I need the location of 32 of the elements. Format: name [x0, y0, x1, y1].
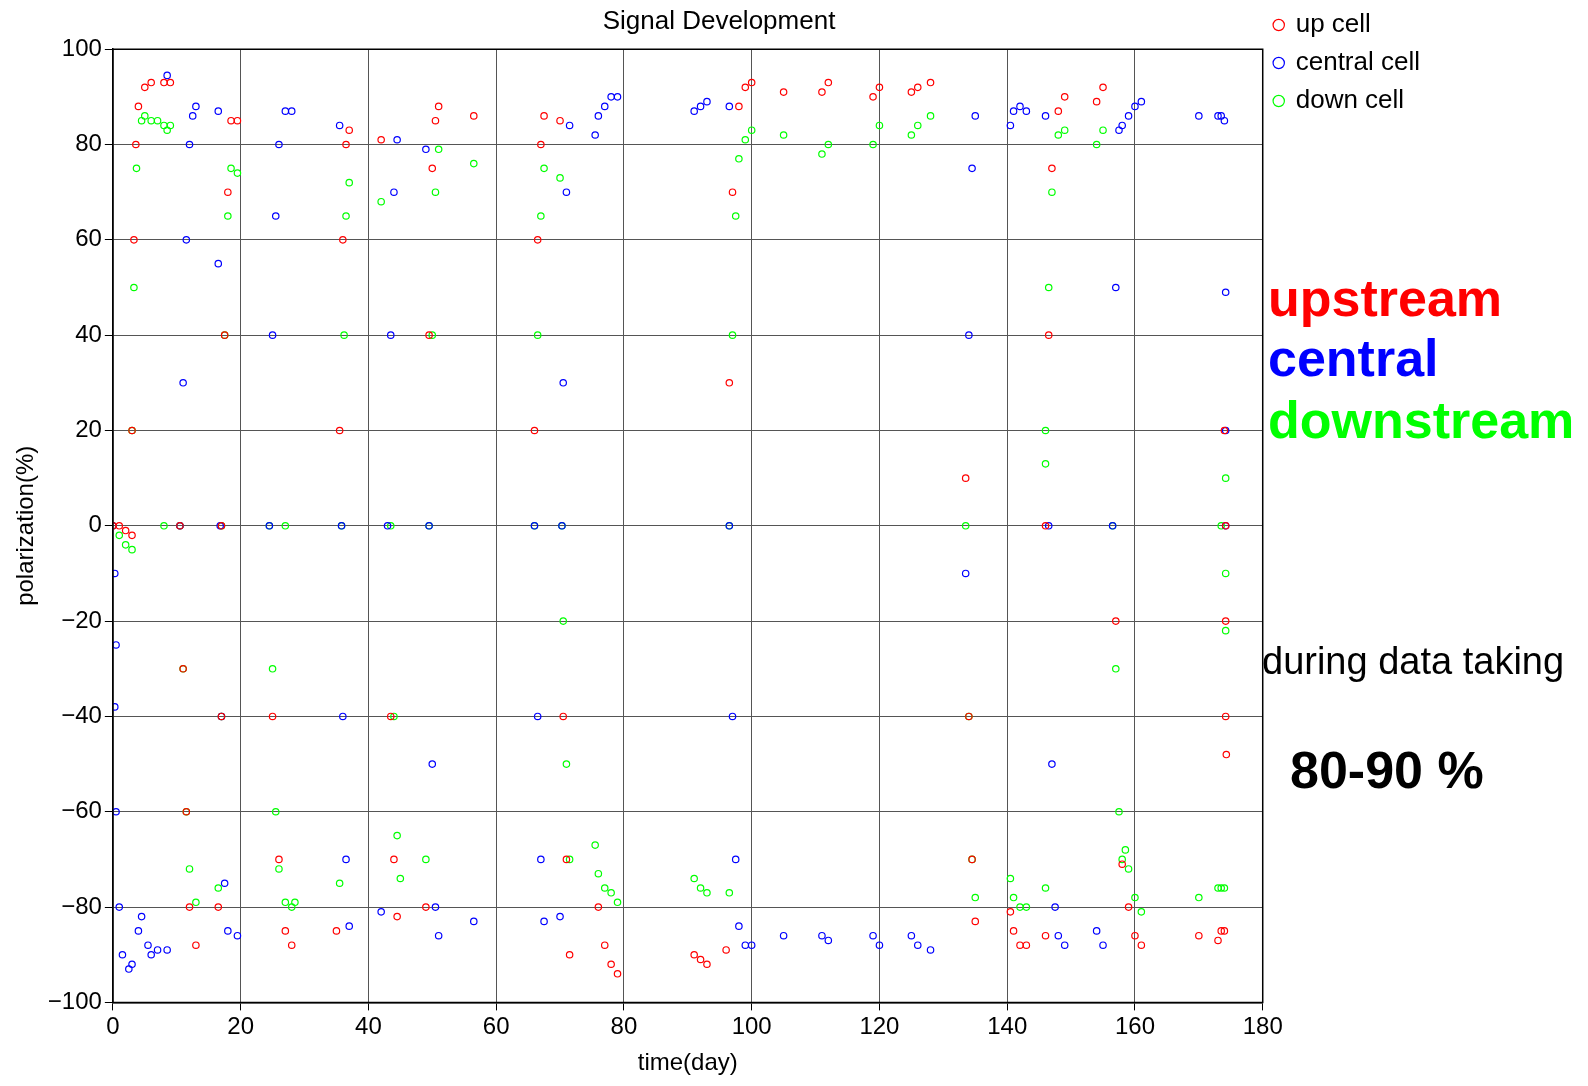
x-tick-label: 180	[1242, 1012, 1283, 1040]
text: downstream	[1268, 390, 1575, 450]
x-axis-title: time(day)	[637, 1048, 738, 1076]
annotation: during data taking	[1262, 640, 1565, 683]
legend-label: up cell	[1295, 8, 1371, 39]
y-tick-label: −100	[47, 987, 102, 1015]
x-tick-label: 120	[859, 1012, 900, 1040]
x-tick-label: 80	[610, 1012, 638, 1040]
y-tick-label: 100	[61, 33, 102, 61]
x-tick-label: 0	[106, 1012, 120, 1040]
x-tick-label: 140	[987, 1012, 1028, 1040]
legend-label: down cell	[1295, 84, 1405, 115]
x-tick-label: 40	[355, 1012, 382, 1040]
x-tick-label: 160	[1114, 1012, 1155, 1040]
x-tick-label: 60	[482, 1012, 510, 1040]
y-tick-label: 80	[75, 129, 102, 157]
x-tick-label: 100	[731, 1012, 772, 1040]
y-tick-label: −40	[61, 701, 102, 729]
y-tick-label: 60	[75, 224, 102, 252]
y-tick-label: 20	[75, 415, 102, 443]
y-tick-label: 0	[88, 510, 102, 538]
text: 80-90 %	[1290, 740, 1484, 800]
text: central	[1268, 328, 1439, 388]
y-axis-title: polarization(%)	[11, 445, 39, 606]
text: upstream	[1268, 268, 1503, 328]
y-tick-label: −20	[61, 605, 102, 633]
chart-title: Signal Development	[602, 4, 837, 35]
x-tick-label: 20	[227, 1012, 254, 1040]
y-tick-label: −60	[61, 796, 102, 824]
legend-label: central cell	[1295, 46, 1421, 77]
y-tick-label: 40	[75, 319, 102, 347]
y-tick-label: −80	[61, 891, 102, 919]
